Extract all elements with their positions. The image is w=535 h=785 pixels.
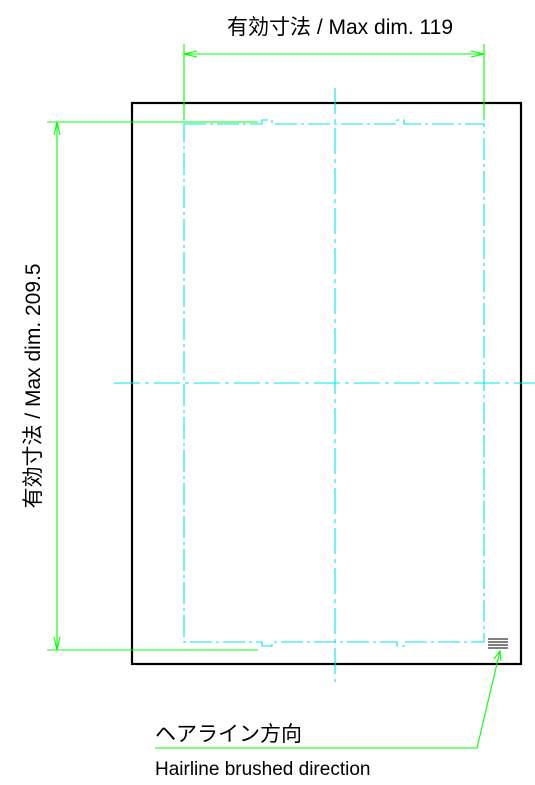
width-dimension-label: 有効寸法 / Max dim. 119 <box>227 16 453 39</box>
callout-label-en: Hairline brushed direction <box>155 759 370 780</box>
width-dimension <box>183 44 485 120</box>
effective-area-outline <box>183 119 485 647</box>
width-arrow-left <box>183 50 198 58</box>
height-dimension-label: 有効寸法 / Max dim. 209.5 <box>22 263 45 508</box>
callout-leader-line <box>155 650 501 749</box>
height-arrow-bottom <box>53 636 61 651</box>
hairline-direction-icon <box>488 638 508 649</box>
callout-leader-arrow <box>493 649 502 662</box>
height-dimension <box>47 121 258 651</box>
callout-label-ja: ヘアライン方向 <box>155 723 302 746</box>
width-arrow-right <box>470 50 485 58</box>
height-arrow-top <box>53 121 61 136</box>
